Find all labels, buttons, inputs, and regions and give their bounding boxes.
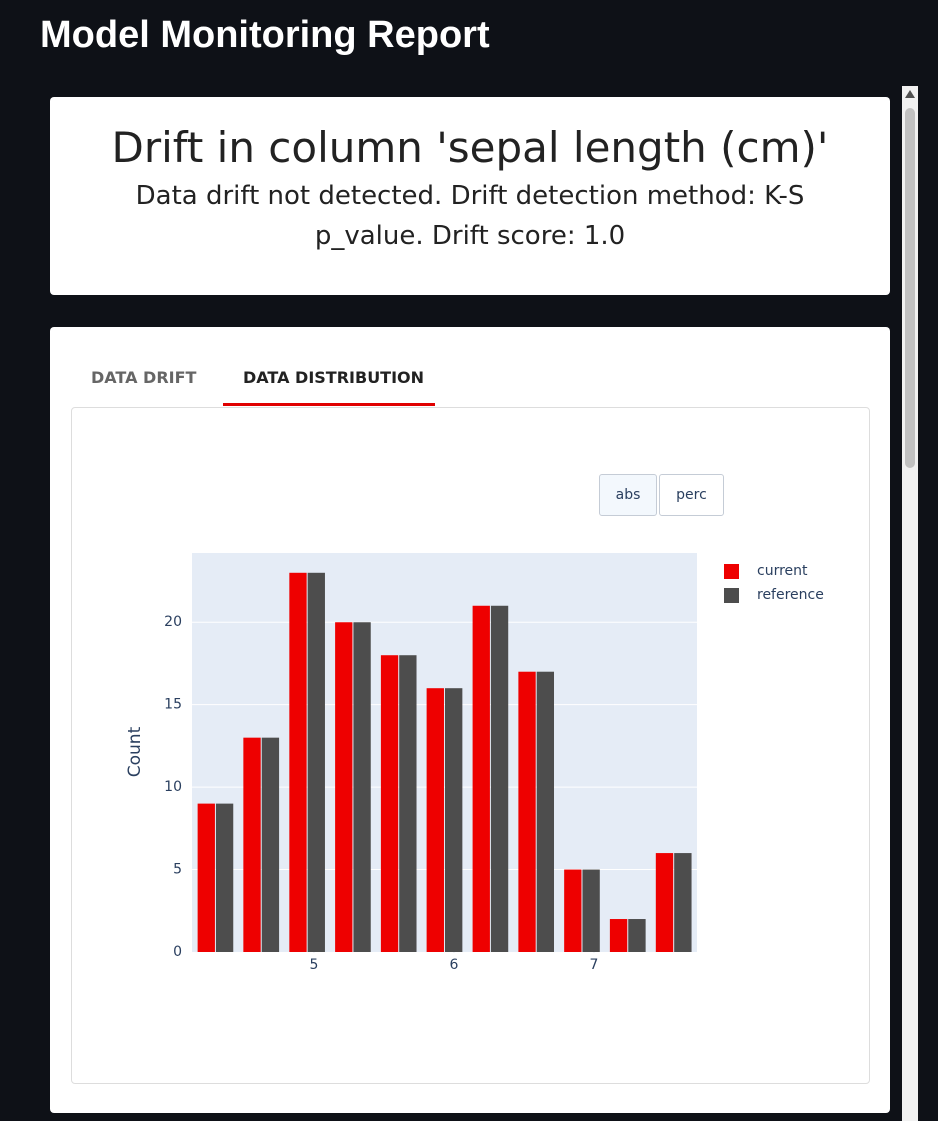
- bar: [261, 737, 280, 952]
- summary-card: Drift in column 'sepal length (cm)' Data…: [50, 97, 890, 295]
- legend-label: current: [757, 563, 808, 579]
- bar: [197, 803, 215, 952]
- bar: [243, 737, 261, 952]
- y-tick-label: 20: [164, 614, 182, 630]
- bar: [353, 622, 371, 952]
- bar: [215, 803, 234, 952]
- bar: [426, 688, 444, 952]
- y-tick-label: 15: [164, 697, 182, 713]
- bar: [609, 919, 628, 952]
- scroll-up-arrow[interactable]: [905, 90, 915, 98]
- bar: [444, 688, 463, 952]
- bar: [536, 671, 555, 952]
- bar: [335, 622, 353, 952]
- scrollbar-thumb[interactable]: [905, 108, 915, 468]
- bar: [518, 671, 536, 952]
- x-tick-label: 6: [449, 957, 458, 973]
- bar: [307, 572, 325, 952]
- bar: [674, 853, 692, 952]
- legend-swatch: [724, 564, 739, 579]
- legend-label: reference: [757, 587, 824, 603]
- abs-button[interactable]: abs: [599, 474, 657, 516]
- bar: [582, 869, 600, 952]
- y-tick-label: 5: [173, 862, 182, 878]
- y-axis-label: Count: [125, 726, 145, 777]
- legend-swatch: [724, 588, 739, 603]
- x-tick-label: 5: [309, 957, 318, 973]
- tab-panel: [71, 407, 870, 1084]
- bar: [472, 605, 490, 952]
- y-tick-label: 10: [164, 779, 182, 795]
- card-title: Drift in column 'sepal length (cm)': [111, 123, 829, 172]
- page-title: Model Monitoring Report: [40, 14, 490, 56]
- tab[interactable]: DATA DRIFT: [91, 368, 197, 387]
- y-tick-label: 0: [173, 944, 182, 960]
- tab-indicator: [223, 403, 435, 406]
- bar: [655, 853, 674, 952]
- x-tick-label: 7: [589, 957, 598, 973]
- perc-button[interactable]: perc: [659, 474, 724, 516]
- bar: [289, 572, 307, 952]
- bar: [564, 869, 582, 952]
- bar: [380, 655, 399, 952]
- card-subtitle: Data drift not detected. Drift detection…: [135, 181, 805, 251]
- bar: [628, 919, 646, 952]
- bar: [490, 605, 509, 952]
- tab-active[interactable]: DATA DISTRIBUTION: [243, 368, 425, 387]
- bar: [399, 655, 417, 952]
